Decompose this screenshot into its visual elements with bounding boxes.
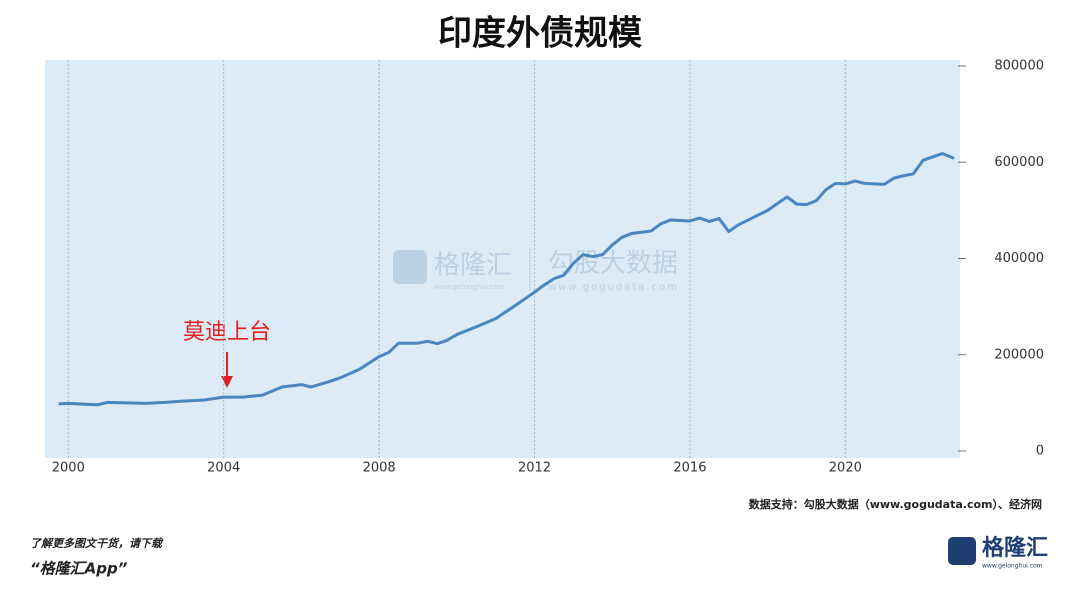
watermark-text: 勾股大数据 [548, 249, 678, 279]
chart-title: 印度外债规模 [438, 14, 642, 54]
annotation-arrowhead [221, 376, 233, 388]
annotation: 莫迪上台 [183, 320, 271, 345]
footer-note: 了解更多图文干货，请下载 [30, 537, 164, 550]
source: 数据支持：勾股大数据（www.gogudata.com）、经济网 [749, 497, 1042, 511]
x-tick-label: 2000 [52, 461, 85, 476]
watermark-text: 格隆汇 [434, 251, 512, 281]
footer-app: “格隆汇App” [30, 560, 128, 578]
logo-url: www.gelonghui.com [982, 563, 1043, 570]
y-tick-label: 400000 [994, 251, 1044, 266]
line [58, 152, 955, 407]
watermark-logo [393, 250, 427, 284]
x-tick-label: 2016 [673, 461, 706, 476]
y-tick-label: 200000 [994, 347, 1044, 362]
watermark: 格隆汇 www.gelonghui.com 勾股大数据 www.gogudata… [393, 248, 679, 293]
logo-text: 格隆汇 [982, 535, 1048, 561]
x-tick-label: 2004 [207, 461, 240, 476]
y-tick-label: 800000 [994, 59, 1044, 74]
x-tick-label: 2020 [829, 461, 862, 476]
y-tick-label: 600000 [994, 155, 1044, 170]
logo-icon [948, 537, 976, 565]
watermark-text: www.gelonghui.com [434, 283, 505, 291]
y-tick-label: 0 [1036, 444, 1044, 459]
plot-background [45, 60, 960, 458]
x-tick-label: 2012 [518, 461, 551, 476]
watermark-text: www.gogudata.com [548, 282, 679, 293]
x-tick-label: 2008 [363, 461, 396, 476]
